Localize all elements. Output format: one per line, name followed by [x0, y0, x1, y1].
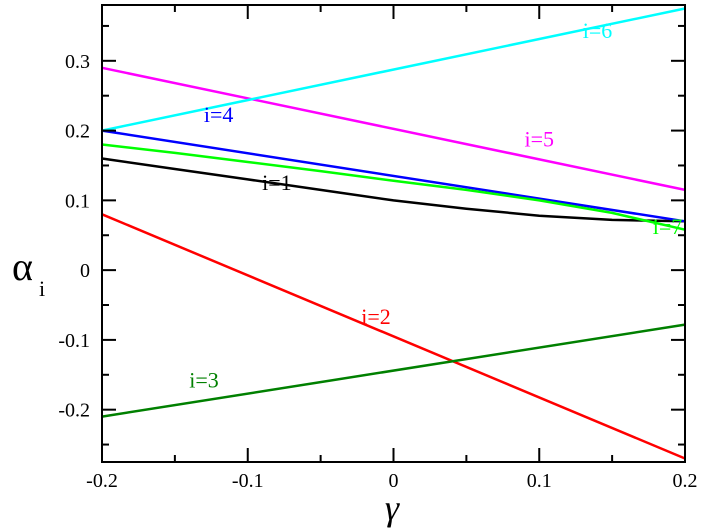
series-annotation-3: i=3	[189, 367, 219, 392]
series-line-2	[101, 213, 686, 460]
series-annotation-1: i=1	[262, 170, 292, 195]
series-line-3	[101, 323, 686, 418]
plot-frame	[101, 4, 686, 463]
series-line-1	[101, 157, 686, 223]
labels-layer: i=1 i=2 i=3 i=4 i=5 i=6 i=7	[189, 18, 683, 392]
series-annotation-7: i=7	[653, 214, 683, 239]
y-axis-label: α	[12, 244, 33, 289]
x-tick-label: 0.1	[527, 470, 552, 492]
y-axis-label-subscript: i	[39, 276, 45, 301]
y-tick-label: 0.3	[65, 51, 90, 73]
y-tick-label: -0.1	[58, 330, 90, 352]
series-line-7	[101, 143, 686, 231]
ticks-layer: -0.2 -0.1 0 0.1 0.2 -0.2 -0.1 0 0.1 0.2 0.3	[58, 5, 698, 492]
y-tick-label: 0	[80, 260, 90, 282]
x-tick-label: 0	[389, 470, 399, 492]
series-annotation-5: i=5	[525, 127, 555, 152]
series-annotation-2: i=2	[361, 304, 391, 329]
x-axis-label: γ	[385, 488, 400, 528]
y-tick-label: -0.2	[58, 400, 90, 422]
series-annotation-4: i=4	[204, 102, 234, 127]
y-tick-label: 0.2	[65, 121, 90, 143]
series-line-6	[101, 7, 686, 132]
series-annotation-6: i=6	[583, 18, 613, 43]
x-tick-label: 0.2	[673, 470, 698, 492]
x-tick-label: -0.2	[86, 470, 118, 492]
series-layer	[101, 7, 686, 460]
series-line-4	[101, 129, 686, 223]
y-tick-label: 0.1	[65, 190, 90, 212]
x-tick-label: -0.1	[232, 470, 264, 492]
series-line-5	[101, 66, 686, 192]
